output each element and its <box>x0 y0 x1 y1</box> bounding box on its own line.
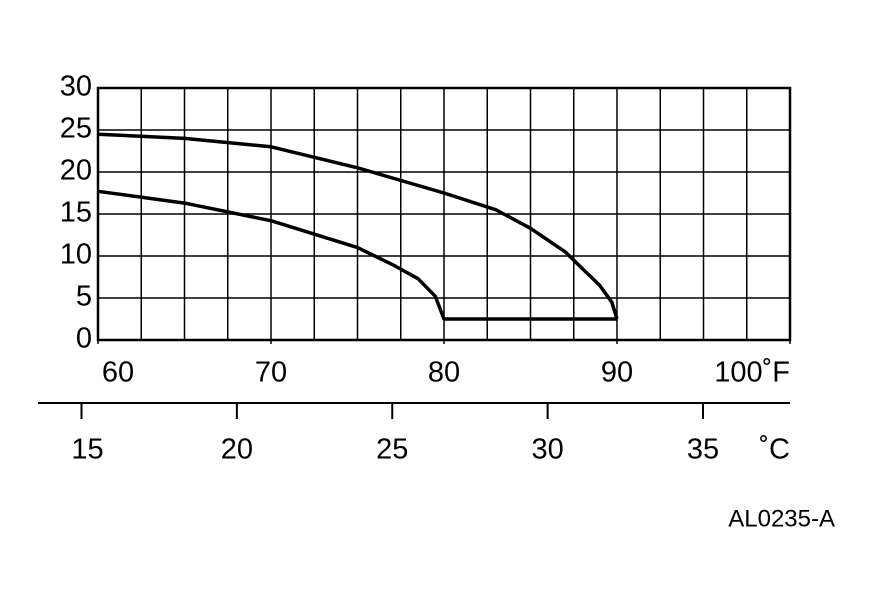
x-tick-label: 90 <box>601 357 633 389</box>
y-tick-label: 20 <box>60 155 92 187</box>
curve <box>97 132 619 320</box>
x2-tick-label: 15 <box>71 434 103 466</box>
plot-frame <box>96 86 792 342</box>
y-tick-label: 5 <box>76 281 92 313</box>
y-tick-label: 10 <box>60 239 92 271</box>
y-tick-label: 0 <box>76 323 92 355</box>
y-tick-label: 30 <box>60 71 92 103</box>
x2-tick-label: 25 <box>376 434 408 466</box>
x2-tick-label: 35 <box>687 434 719 466</box>
x-tick-label: 80 <box>428 357 460 389</box>
x-tick-label: 100˚F <box>714 357 790 389</box>
curve <box>97 189 617 321</box>
x2-axis-label: ˚C <box>759 434 790 466</box>
x-tick-label: 70 <box>255 357 287 389</box>
x2-tick-label: 30 <box>531 434 563 466</box>
y-tick-label: 25 <box>60 113 92 145</box>
x2-tick-label: 20 <box>221 434 253 466</box>
y-tick-label: 15 <box>60 197 92 229</box>
x-tick-label: 60 <box>102 357 134 389</box>
figure-code: AL0235-A <box>728 505 835 532</box>
